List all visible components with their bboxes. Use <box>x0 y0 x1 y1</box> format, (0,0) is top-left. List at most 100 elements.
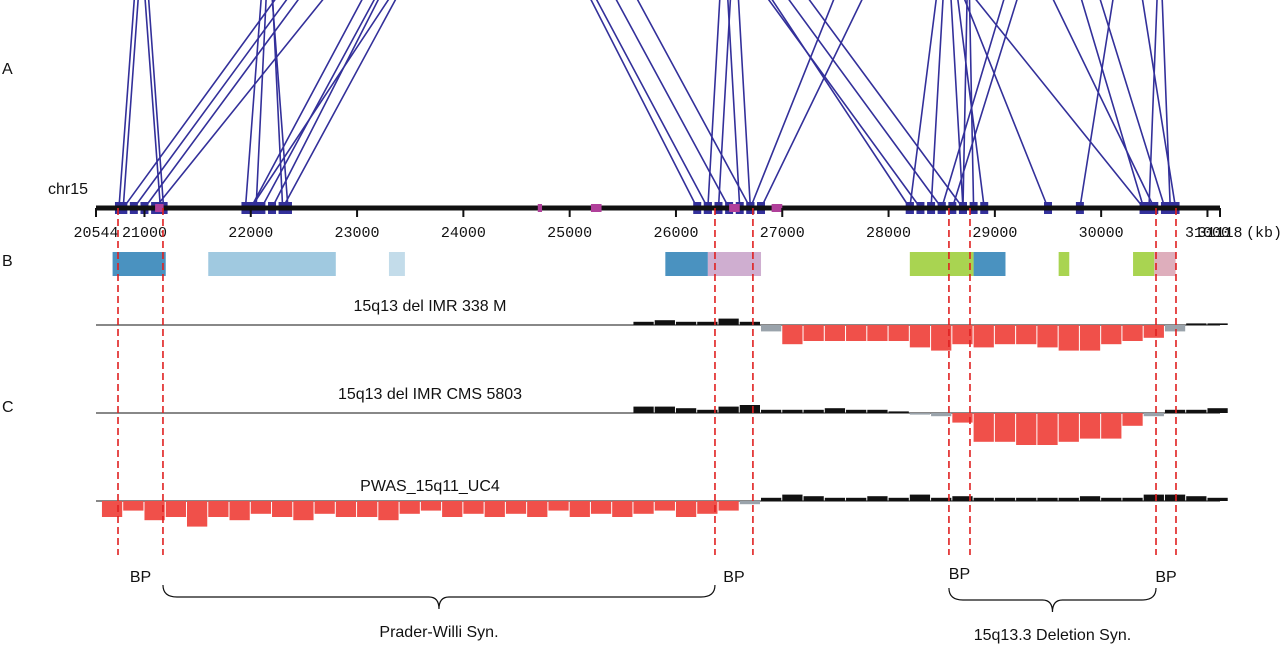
signal-bar <box>1164 325 1186 332</box>
signal-bar <box>612 501 633 517</box>
link <box>951 0 1166 209</box>
signal-bar <box>442 501 463 517</box>
link <box>749 0 1049 209</box>
signal-bar <box>590 501 612 514</box>
duplication <box>1058 252 1070 276</box>
track-title: 15q13 del IMR CMS 5803 <box>338 386 522 403</box>
x-tick-label: 27000 <box>760 225 805 242</box>
signal-bar <box>973 325 994 348</box>
marker <box>537 204 543 212</box>
duplication <box>1154 252 1176 276</box>
duplication <box>973 252 1006 276</box>
signal-bar <box>973 413 994 442</box>
signal-bar <box>463 501 484 514</box>
signal-bar <box>931 325 952 351</box>
x-tick-label: 31118 <box>1197 225 1242 242</box>
x-tick-label: 25000 <box>547 225 592 242</box>
link <box>133 0 943 209</box>
signal-bar <box>824 497 846 501</box>
signal-bar <box>994 325 1016 345</box>
signal-bar <box>1186 323 1207 325</box>
signal-bar <box>867 325 888 341</box>
signal-bar <box>1058 497 1079 501</box>
signal-bar <box>675 408 697 413</box>
x-tick-label: 26000 <box>653 225 698 242</box>
duplication <box>1133 252 1155 276</box>
signal-bar <box>761 325 782 332</box>
signal-bar <box>803 409 824 413</box>
signal-bar <box>1037 497 1058 501</box>
link <box>1148 0 1172 209</box>
signal-bar <box>633 501 654 514</box>
signal-bar <box>1207 323 1228 325</box>
signal-bar <box>293 501 314 521</box>
x-tick-label: 28000 <box>866 225 911 242</box>
duplication <box>112 252 166 276</box>
signal-bar <box>144 501 165 521</box>
signal-bar <box>272 501 293 517</box>
signal-bar <box>527 501 548 517</box>
signal-bar <box>739 405 761 413</box>
signal-bar <box>1122 325 1143 341</box>
region-brace <box>948 587 1157 613</box>
marker <box>729 204 740 212</box>
link-layer <box>118 0 1177 209</box>
panel-label: C <box>2 399 14 416</box>
signal-bar <box>420 501 442 511</box>
link <box>281 0 752 209</box>
x-tick-label: 20544 <box>73 225 118 242</box>
link <box>122 0 922 209</box>
panel-label: B <box>2 253 13 270</box>
signal-bar <box>1186 409 1207 413</box>
signal-bar <box>909 413 931 415</box>
link <box>760 0 1156 209</box>
signal-bar <box>846 497 867 501</box>
signal-bar <box>1037 325 1058 348</box>
signal-bar <box>123 501 144 511</box>
signal-bar <box>378 501 399 521</box>
signal-bar <box>739 501 761 505</box>
axis-unit: (kb) <box>1246 225 1280 242</box>
signal-bar <box>654 406 675 413</box>
signal-bar <box>888 497 909 501</box>
signal-bar <box>1122 413 1143 426</box>
link <box>1079 0 1177 209</box>
signal-bar <box>1122 497 1143 501</box>
signal-bar <box>888 411 909 413</box>
signal-bar <box>1079 496 1101 501</box>
breakpoint-label: BP <box>130 569 151 586</box>
signal-bar <box>654 320 675 325</box>
signal-bar <box>675 321 697 325</box>
signal-bar <box>782 325 803 345</box>
signal-bar <box>1079 413 1101 439</box>
signal-bar <box>654 501 675 511</box>
link <box>250 0 911 209</box>
signal-bar <box>1016 325 1037 345</box>
track-title: 15q13 del IMR 338 M <box>354 298 507 315</box>
x-tick-label: 23000 <box>335 225 380 242</box>
signal-bar <box>909 494 931 501</box>
signal-bar <box>697 321 718 325</box>
signal-bar <box>867 496 888 501</box>
signal-bar <box>697 501 718 514</box>
signal-bar <box>824 325 846 341</box>
signal-bar <box>208 501 229 517</box>
link <box>244 0 289 209</box>
signal-bar <box>931 497 952 501</box>
signal-bar <box>1058 413 1079 442</box>
signal-bar <box>909 325 931 348</box>
signal-bar <box>803 325 824 341</box>
signal-bar <box>357 501 378 517</box>
breakpoint-label: BP <box>949 566 970 583</box>
x-tick-label: 31000 <box>1185 225 1230 242</box>
signal-bar <box>824 408 846 413</box>
region-brace <box>162 584 716 610</box>
signal-bar <box>994 497 1016 501</box>
region-label: 15q13.3 Deletion Syn. <box>974 627 1131 644</box>
signal-bar <box>505 501 527 514</box>
region-label: Prader-Willi Syn. <box>379 624 498 641</box>
signal-bar <box>761 409 782 413</box>
track-title: PWAS_15q11_UC4 <box>360 478 500 495</box>
